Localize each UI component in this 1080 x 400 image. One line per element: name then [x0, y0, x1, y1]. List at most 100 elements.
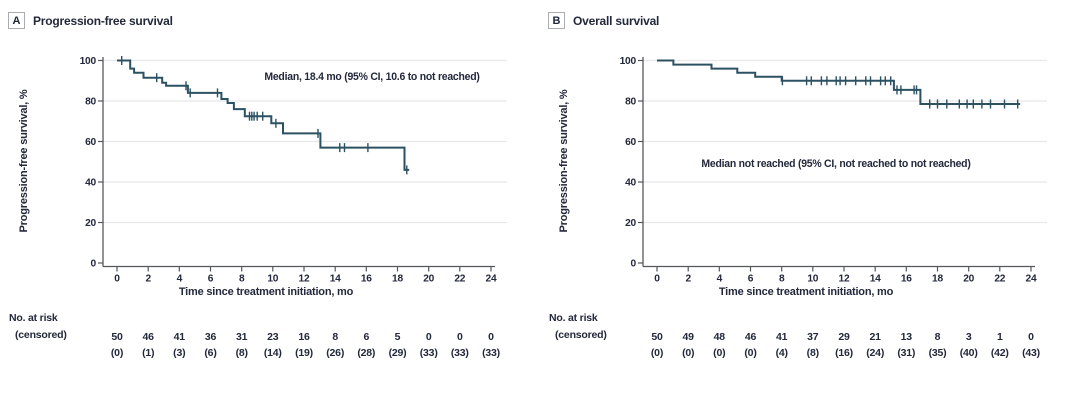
median-annotation: Median not reached (95% CI, not reached …	[701, 158, 971, 170]
n-censored-value: (40)	[959, 347, 978, 359]
n-censored-value: (33)	[419, 347, 438, 359]
n-censored-value: (35)	[928, 347, 947, 359]
n-at-risk-value: 50	[651, 331, 663, 343]
y-tick-label: 40	[85, 178, 96, 189]
x-tick-label: 2	[145, 274, 151, 285]
n-at-risk-value: 46	[744, 331, 757, 343]
n-censored-value: (6)	[204, 347, 217, 359]
x-tick-label: 10	[267, 274, 278, 285]
n-at-risk-value: 41	[173, 331, 185, 343]
y-tick-label: 20	[85, 218, 96, 229]
y-tick-label: 40	[625, 178, 636, 189]
risk-column: 41 (3)	[173, 329, 185, 361]
y-tick-label: 0	[631, 259, 637, 270]
x-tick-label: 6	[748, 274, 754, 285]
risk-column: 0 (43)	[1022, 329, 1040, 361]
x-tick-label: 0	[654, 274, 660, 285]
panel-a-label-box: A	[8, 12, 25, 29]
n-censored-value: (24)	[866, 347, 885, 359]
risk-column: 8 (26)	[326, 329, 344, 361]
x-tick-label: 6	[208, 274, 214, 285]
risk-column: 31 (8)	[236, 329, 248, 361]
n-censored-value: (14)	[263, 347, 282, 359]
risk-column: 16 (19)	[295, 329, 313, 361]
risk-column: 5 (29)	[389, 329, 407, 361]
n-censored-value: (1)	[142, 347, 155, 359]
risk-column: 1 (42)	[991, 329, 1009, 361]
n-at-risk-value: 6	[363, 331, 370, 343]
risk-column: 46 (1)	[142, 329, 154, 361]
x-tick-label: 20	[423, 274, 434, 285]
x-tick-label: 12	[299, 274, 310, 285]
risk-column: 46 (0)	[744, 329, 756, 361]
n-censored-value: (19)	[295, 347, 313, 359]
panel-a-title: Progression-free survival	[33, 13, 173, 28]
x-tick-label: 18	[932, 274, 943, 285]
x-tick-label: 16	[901, 274, 912, 285]
panel-b-header: B Overall survival	[548, 12, 659, 29]
n-at-risk-value: 21	[869, 331, 881, 343]
risk-column: 50 (0)	[111, 329, 123, 361]
x-axis-title: Time since treatment initiation, mo	[178, 286, 354, 298]
y-tick-label: 0	[91, 259, 97, 270]
n-censored-value: (43)	[1022, 347, 1040, 359]
panel-overall-survival: B Overall survival 0 20 40 60 80 100 0 2 4 6 8 10 12…	[540, 0, 1080, 400]
y-tick-label: 80	[85, 97, 96, 108]
x-tick-label: 14	[870, 274, 881, 285]
n-at-risk-value: 41	[776, 331, 788, 343]
risk-column: 23 (14)	[264, 329, 282, 361]
risk-column: 37 (8)	[807, 329, 819, 361]
x-tick-label: 14	[330, 274, 341, 285]
risk-table-header-line1: No. at risk	[9, 312, 58, 324]
n-censored-value: (26)	[326, 347, 345, 359]
risk-column: 29 (16)	[835, 329, 853, 361]
risk-column: 0 (33)	[451, 329, 469, 361]
n-censored-value: (33)	[482, 347, 500, 359]
y-tick-label: 80	[625, 97, 636, 108]
risk-table: 50 (0) 46 (1) 41 (3) 36 (6) 31 (8) 23 (14) 16 (19) 8 (2…	[111, 329, 500, 361]
n-at-risk-value: 37	[807, 331, 819, 343]
n-censored-value: (8)	[235, 347, 248, 359]
n-at-risk-value: 0	[456, 331, 463, 343]
risk-column: 50 (0)	[651, 329, 663, 361]
n-at-risk-value: 36	[204, 331, 217, 343]
n-at-risk-value: 3	[965, 331, 972, 343]
km-curve	[657, 59, 1021, 105]
risk-column: 6 (28)	[357, 329, 375, 361]
x-tick-label: 10	[807, 274, 818, 285]
panel-progression-free-survival: A Progression-free survival 0 20 40 60 80 100…	[8, 12, 507, 361]
x-tick-label: 22	[994, 274, 1005, 285]
n-at-risk-value: 0	[425, 331, 432, 343]
n-at-risk-value: 48	[713, 331, 725, 343]
n-censored-value: (28)	[357, 347, 376, 359]
x-tick-label: 0	[114, 274, 120, 285]
risk-column: 0 (33)	[420, 329, 438, 361]
y-tick-label: 60	[625, 137, 636, 148]
n-at-risk-value: 46	[142, 331, 154, 343]
y-tick-label: 100	[80, 56, 97, 67]
n-at-risk-value: 1	[996, 331, 1003, 343]
risk-column: 21 (24)	[866, 329, 884, 361]
risk-column: 3 (40)	[960, 329, 978, 361]
n-censored-value: (0)	[650, 347, 664, 359]
risk-column: 48 (0)	[713, 329, 725, 361]
risk-column: 49 (0)	[682, 329, 694, 361]
n-censored-value: (3)	[173, 347, 186, 359]
risk-table: 50 (0) 49 (0) 48 (0) 46 (0) 41 (4) 37 (8) 29 (16) 21 (2…	[540, 0, 1080, 400]
n-at-risk-value: 23	[267, 331, 279, 343]
n-censored-value: (0)	[744, 347, 757, 359]
n-censored-value: (33)	[450, 347, 469, 359]
x-axis-title: Time since treatment initiation, mo	[718, 286, 894, 298]
n-at-risk-value: 16	[298, 331, 310, 343]
median-annotation: Median, 18.4 mo (95% CI, 10.6 to not rea…	[264, 71, 480, 83]
risk-table-header-line2: (censored)	[555, 329, 607, 341]
risk-column: 13 (31)	[897, 329, 915, 361]
y-tick-label: 100	[620, 56, 637, 67]
n-at-risk-value: 50	[111, 331, 123, 343]
y-tick-label: 60	[85, 137, 96, 148]
n-censored-value: (8)	[806, 347, 819, 359]
n-censored-value: (0)	[682, 347, 695, 359]
n-censored-value: (4)	[775, 347, 788, 359]
